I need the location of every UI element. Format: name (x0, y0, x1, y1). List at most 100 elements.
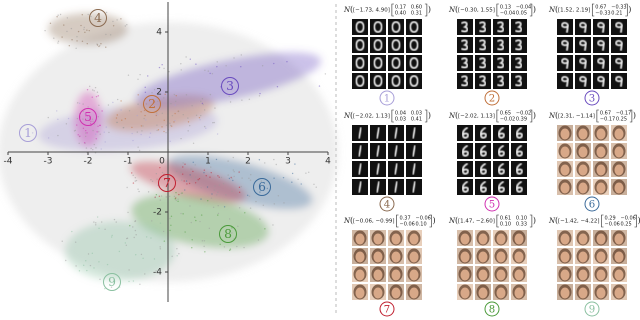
face-skin (373, 251, 383, 263)
point (104, 141, 106, 143)
digit-stroke (373, 21, 383, 33)
point (231, 177, 233, 179)
point (142, 257, 144, 260)
point (118, 250, 121, 253)
face-skin (514, 233, 524, 245)
point (137, 146, 139, 148)
gaussian-mean: [−0.06, −0.99] (353, 219, 395, 225)
point (277, 195, 280, 197)
point (159, 199, 162, 201)
point (232, 156, 234, 159)
point (211, 193, 213, 195)
face-skin (496, 287, 506, 299)
point (156, 129, 158, 132)
point (218, 184, 221, 186)
point (217, 175, 219, 177)
point (202, 103, 204, 106)
gaussian-mean: [1.52, 2.19] (558, 8, 590, 14)
point (145, 102, 148, 105)
point (315, 186, 317, 188)
panel-label-ring (584, 90, 600, 106)
point (66, 17, 69, 19)
point (195, 219, 197, 222)
face-skin (596, 182, 606, 194)
point (177, 110, 180, 113)
digit-stroke (412, 145, 416, 157)
point (168, 70, 170, 73)
face-skin (460, 287, 470, 299)
point (116, 114, 118, 116)
point (200, 100, 202, 103)
point (165, 131, 167, 134)
point (141, 130, 143, 132)
point (194, 176, 197, 179)
point (137, 94, 139, 96)
point (209, 93, 212, 96)
point (126, 186, 128, 189)
point (205, 175, 207, 177)
point (157, 129, 160, 131)
point (169, 122, 171, 125)
digit-stroke (497, 127, 505, 139)
point (185, 94, 188, 96)
matrix-bracket (529, 3, 533, 17)
point (170, 102, 172, 105)
gaussian-symbol: N (343, 217, 351, 225)
point (180, 179, 183, 181)
point (155, 172, 158, 175)
digit-stroke (391, 75, 401, 87)
point (191, 105, 193, 107)
point (142, 125, 144, 127)
point (236, 245, 238, 248)
gaussian-symbol: N (548, 217, 556, 225)
digit-stroke (497, 145, 505, 157)
point (133, 236, 135, 239)
point (115, 221, 117, 223)
face-skin (614, 128, 624, 140)
covariance-entry: 0.29 (605, 216, 616, 222)
x-tick-label: 0 (159, 157, 165, 167)
point (81, 13, 83, 16)
face-skin (560, 251, 570, 263)
point (108, 131, 110, 134)
point (228, 177, 231, 180)
point (161, 112, 163, 114)
point (192, 161, 194, 164)
point (107, 104, 110, 106)
covariance-entry: 0.13 (500, 5, 511, 11)
panel-label-ring (584, 301, 600, 317)
face-skin (514, 269, 524, 281)
point (75, 47, 77, 50)
covariance-entry: −0.06 (416, 216, 431, 222)
digit-stroke (497, 163, 505, 175)
paren: ) (533, 216, 536, 225)
face-skin (596, 233, 606, 245)
face-skin (596, 287, 606, 299)
point (240, 54, 243, 56)
point (189, 205, 191, 207)
point (214, 107, 216, 109)
point (173, 195, 176, 198)
point (128, 110, 131, 112)
point (218, 176, 220, 178)
point (99, 278, 101, 281)
point (225, 231, 227, 234)
point (112, 20, 114, 23)
digit-thumbnail (406, 55, 422, 71)
point (150, 179, 152, 181)
point (132, 182, 135, 184)
digit-stroke (409, 57, 419, 69)
face-skin (578, 164, 588, 176)
point (65, 259, 67, 262)
face-skin (478, 269, 488, 281)
cluster-label: 8 (224, 227, 232, 241)
point (170, 224, 172, 226)
point (121, 119, 123, 121)
point (191, 239, 193, 241)
point (93, 123, 96, 125)
point (208, 227, 211, 230)
face-skin (460, 269, 470, 281)
covariance-entry: 0.21 (611, 11, 622, 17)
point (188, 182, 191, 185)
point (174, 198, 176, 200)
